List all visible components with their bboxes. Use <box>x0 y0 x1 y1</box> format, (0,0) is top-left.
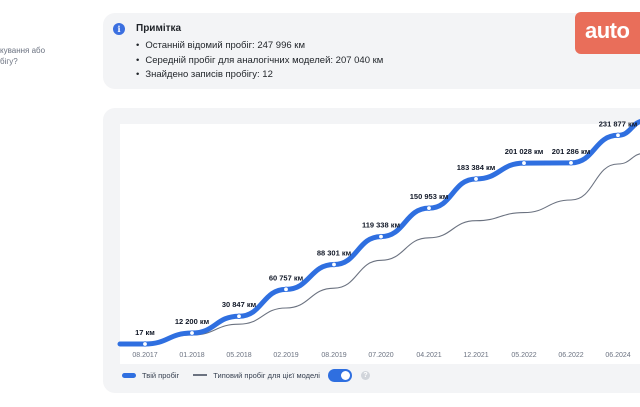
legend-item-typical-mileage[interactable]: Типовий пробіг для цієї моделі <box>193 371 320 380</box>
x-tick-label: 04.2021 <box>416 352 441 359</box>
data-label: 17 км <box>135 328 155 337</box>
brand-logo-text: auto <box>585 18 630 43</box>
data-label: 12 200 км <box>175 317 210 326</box>
typical-mileage-toggle[interactable] <box>327 368 352 382</box>
note-item-records-count: Знайдено записів пробігу: 12 <box>136 68 383 83</box>
sidebar-text: кування або бігу? <box>0 45 60 67</box>
note-panel: i Примітка Останній відомий пробіг: 247 … <box>103 13 640 89</box>
data-label: 119 338 км <box>362 221 401 230</box>
chart-legend: Твій пробіг Типовий пробіг для цієї моде… <box>122 368 370 382</box>
data-point <box>378 233 384 240</box>
x-tick-label: 01.2018 <box>179 352 204 359</box>
data-point <box>568 160 574 166</box>
x-tick-label: 05.2018 <box>226 352 251 359</box>
x-tick-label: 02.2019 <box>273 352 298 359</box>
brand-logo[interactable]: auto <box>575 12 640 54</box>
note-item-last-mileage: Останній відомий пробіг: 247 996 км <box>136 39 383 54</box>
data-point <box>236 313 242 319</box>
legend-swatch-your-mileage <box>122 372 136 378</box>
sidebar-text-line: бігу? <box>0 57 18 66</box>
data-point <box>189 330 195 336</box>
x-tick-label: 06.2022 <box>558 352 583 359</box>
data-point <box>426 205 432 211</box>
data-point <box>331 261 337 268</box>
x-tick-label: 05.2022 <box>511 352 536 359</box>
data-label: 150 953 км <box>410 192 449 201</box>
note-list: Останній відомий пробіг: 247 996 км Сере… <box>136 39 383 83</box>
typical-mileage-line <box>119 153 640 345</box>
x-tick-label: 08.2017 <box>132 352 157 359</box>
data-point <box>473 176 479 182</box>
toggle-knob <box>340 370 350 380</box>
data-label: 30 847 км <box>222 300 257 309</box>
x-tick-label: 08.2019 <box>321 352 346 359</box>
legend-label-typical-mileage: Типовий пробіг для цієї моделі <box>213 370 320 380</box>
help-icon[interactable]: ? <box>360 370 370 380</box>
data-label: 201 286 км <box>552 147 591 156</box>
note-item-average-mileage: Середній пробіг для аналогічних моделей:… <box>136 54 383 69</box>
data-label: 88 301 км <box>317 249 352 258</box>
data-point <box>142 341 148 347</box>
legend-label-your-mileage: Твій пробіг <box>142 370 180 380</box>
x-tick-label: 12.2021 <box>463 352 488 359</box>
data-label: 201 028 км <box>505 147 544 156</box>
x-tick-label: 07.2020 <box>368 352 393 359</box>
data-point <box>521 160 527 166</box>
sidebar-text-line: кування або <box>0 46 46 55</box>
x-tick-label: 06.2024 <box>605 352 630 359</box>
legend-item-your-mileage[interactable]: Твій пробіг <box>122 371 179 380</box>
data-point <box>283 286 289 293</box>
legend-swatch-typical-mileage <box>193 374 208 376</box>
data-label: 231 877 км <box>599 119 638 128</box>
data-label: 60 757 км <box>269 273 304 282</box>
info-icon: i <box>113 23 125 35</box>
data-label: 183 384 км <box>457 163 496 172</box>
data-point <box>615 132 621 139</box>
note-title: Примітка <box>136 23 182 34</box>
